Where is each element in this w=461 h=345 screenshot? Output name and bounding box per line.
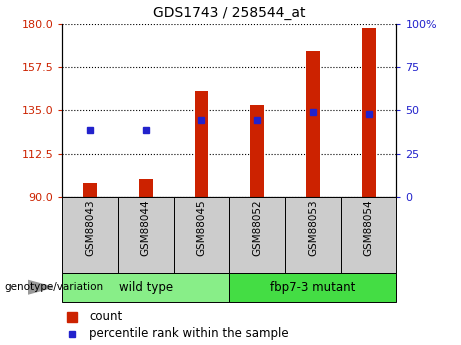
Text: GSM88044: GSM88044	[141, 199, 151, 256]
Text: genotype/variation: genotype/variation	[5, 282, 104, 292]
Text: GSM88043: GSM88043	[85, 199, 95, 256]
Bar	[229, 197, 285, 273]
Bar	[62, 273, 229, 302]
Text: GSM88054: GSM88054	[364, 199, 373, 256]
Bar	[62, 197, 118, 273]
Bar	[306, 51, 320, 197]
Bar	[195, 91, 208, 197]
Bar	[229, 273, 396, 302]
Text: count: count	[89, 310, 122, 323]
Bar	[174, 197, 229, 273]
Text: fbp7-3 mutant: fbp7-3 mutant	[270, 281, 355, 294]
Bar	[361, 28, 376, 197]
Title: GDS1743 / 258544_at: GDS1743 / 258544_at	[153, 6, 306, 20]
Text: GSM88053: GSM88053	[308, 199, 318, 256]
Bar	[250, 105, 264, 197]
Polygon shape	[28, 280, 53, 294]
Bar	[118, 197, 174, 273]
Bar	[83, 183, 97, 197]
Bar	[341, 197, 396, 273]
Bar	[285, 197, 341, 273]
Text: percentile rank within the sample: percentile rank within the sample	[89, 327, 289, 341]
Text: wild type: wild type	[119, 281, 173, 294]
Text: GSM88045: GSM88045	[196, 199, 207, 256]
Text: GSM88052: GSM88052	[252, 199, 262, 256]
Bar	[139, 179, 153, 197]
